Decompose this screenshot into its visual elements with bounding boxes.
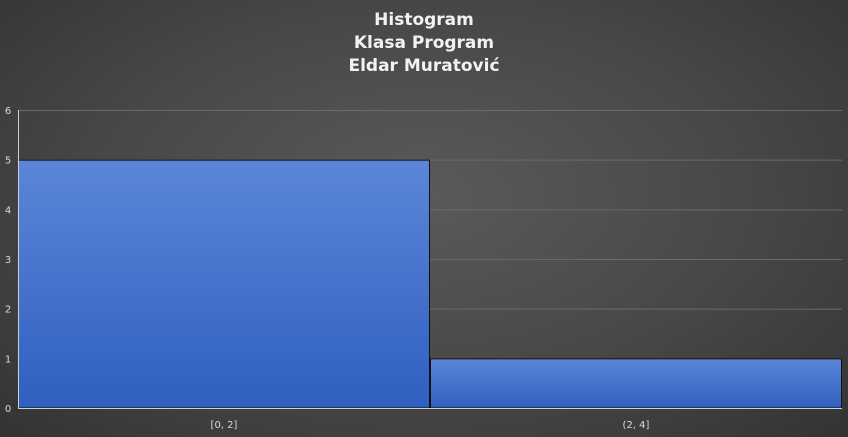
axes — [18, 110, 842, 409]
y-tick-labels: 0 1 2 3 4 5 6 — [5, 106, 11, 415]
x-tick-labels: [0, 2] (2, 4] — [211, 420, 650, 431]
x-tick-label-1: [0, 2] — [211, 420, 238, 431]
bar-1 — [18, 159, 430, 409]
bar-2 — [430, 358, 842, 409]
chart-title-line-2: Klasa Program — [354, 33, 494, 53]
y-tick-label-3: 3 — [5, 255, 11, 266]
y-tick-label-0: 0 — [5, 404, 11, 415]
y-tick-label-6: 6 — [5, 106, 11, 117]
chart-title-line-3: Eldar Muratović — [348, 56, 499, 76]
y-tick-label-4: 4 — [5, 205, 11, 216]
y-tick-label-5: 5 — [5, 156, 11, 167]
bars — [18, 159, 842, 409]
chart-title: Histogram Klasa Program Eldar Muratović — [348, 10, 499, 76]
y-tick-label-1: 1 — [5, 354, 11, 365]
x-tick-label-2: (2, 4] — [623, 420, 650, 431]
y-tick-label-2: 2 — [5, 305, 11, 316]
chart-title-line-1: Histogram — [374, 10, 474, 30]
